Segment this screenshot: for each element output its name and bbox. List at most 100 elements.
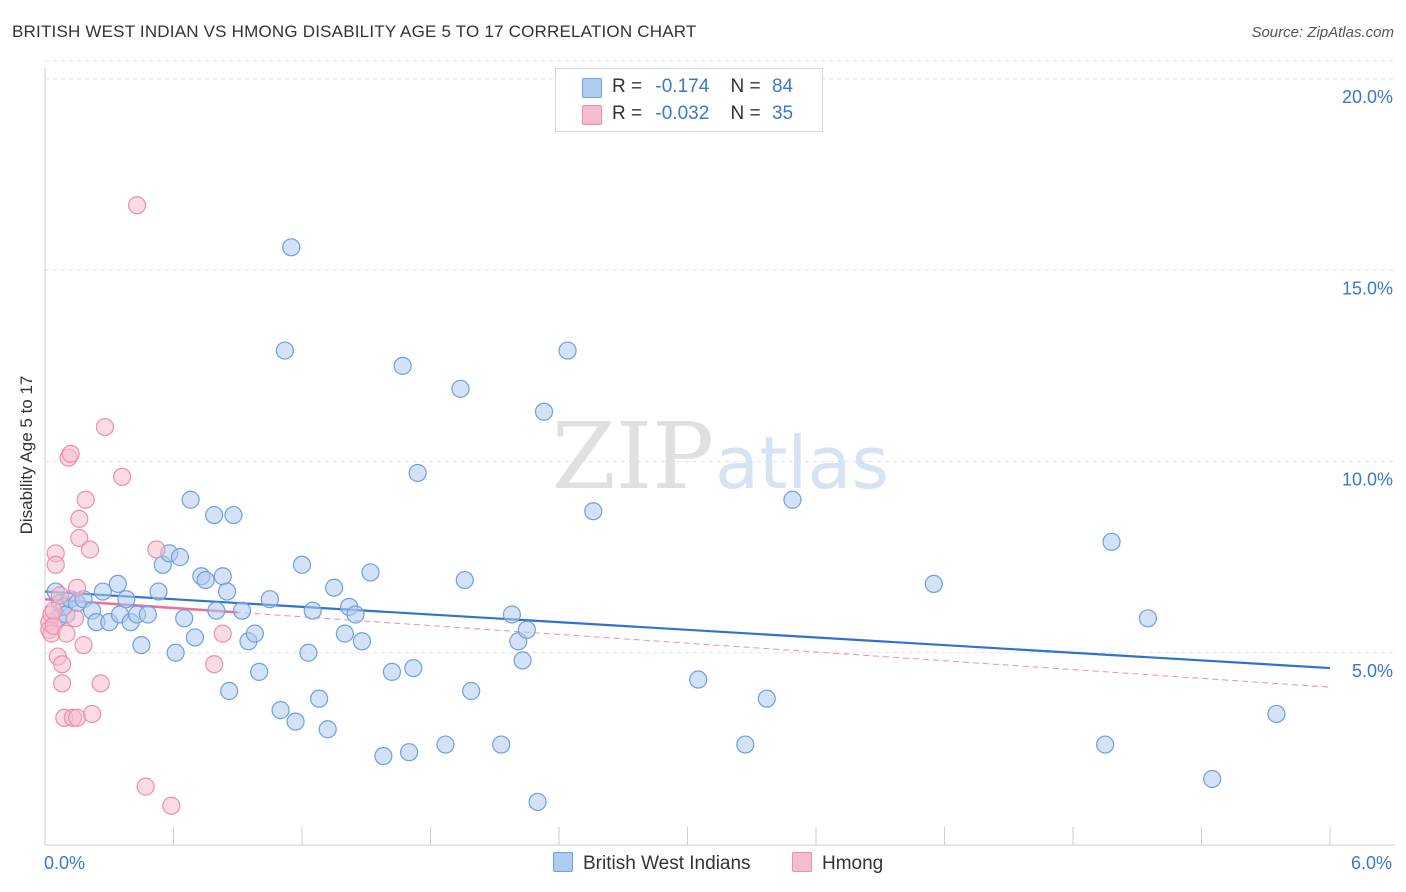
bottom-legend-label-pink: Hmong: [822, 853, 884, 874]
point-british-west-indians: [325, 578, 344, 597]
y-tick-labels: 5.0% 10.0% 15.0% 20.0%: [1342, 87, 1393, 681]
point-british-west-indians: [346, 605, 365, 624]
point-hmong: [162, 796, 181, 815]
point-hmong: [76, 490, 95, 509]
x-tick-label-max: 6.0%: [1350, 853, 1392, 873]
point-hmong: [46, 555, 65, 574]
source-credit: Source: ZipAtlas.com: [1251, 24, 1394, 41]
point-british-west-indians: [1267, 704, 1286, 724]
point-british-west-indians: [149, 582, 168, 601]
point-british-west-indians: [138, 605, 157, 624]
point-british-west-indians: [492, 735, 511, 754]
point-hmong: [53, 674, 72, 693]
point-british-west-indians: [783, 490, 802, 509]
bottom-legend-british-west-indians: British West Indians: [553, 852, 751, 875]
point-hmong: [57, 624, 76, 643]
point-british-west-indians: [205, 505, 224, 525]
point-british-west-indians: [232, 601, 252, 620]
point-hmong: [147, 540, 166, 559]
point-hmong: [112, 467, 132, 486]
point-hmong: [74, 635, 93, 655]
point-british-west-indians: [303, 601, 322, 620]
point-hmong: [53, 655, 72, 674]
point-british-west-indians: [393, 356, 412, 375]
x-tick-label-min: 0.0%: [44, 853, 86, 873]
point-british-west-indians: [1203, 769, 1222, 789]
point-british-west-indians: [196, 570, 215, 590]
point-british-west-indians: [689, 670, 708, 689]
legend-r-label: R =: [612, 103, 643, 124]
point-british-west-indians: [736, 735, 755, 754]
point-british-west-indians: [558, 341, 577, 360]
point-british-west-indians: [1096, 735, 1115, 754]
legend-n-value: 84: [771, 76, 794, 97]
correlation-legend: R = -0.174 N = 84 R = -0.032 N = 35: [555, 68, 823, 132]
chart-title: BRITISH WEST INDIAN VS HMONG DISABILITY …: [12, 22, 697, 41]
point-british-west-indians: [185, 628, 205, 647]
point-british-west-indians: [310, 689, 329, 708]
point-british-west-indians: [534, 402, 554, 421]
point-hmong: [61, 444, 80, 463]
trend-line-hmong-dashed: [44, 598, 1331, 688]
point-british-west-indians: [166, 643, 185, 662]
point-hmong: [136, 777, 155, 796]
bottom-legend-swatch-blue: [553, 852, 573, 872]
point-hmong: [205, 655, 224, 674]
legend-r-label: R =: [612, 76, 643, 97]
point-british-west-indians: [528, 792, 547, 812]
point-british-west-indians: [1102, 532, 1121, 551]
point-british-west-indians: [282, 238, 301, 257]
y-tick-label-10: 10.0%: [1342, 470, 1393, 490]
point-british-west-indians: [175, 609, 194, 628]
point-british-west-indians: [260, 590, 279, 609]
legend-r-value: -0.032: [655, 103, 710, 124]
point-british-west-indians: [335, 624, 354, 643]
point-hmong: [68, 578, 87, 597]
legend-n-label: N =: [730, 103, 761, 124]
point-british-west-indians: [93, 582, 112, 601]
y-tick-label-15: 15.0%: [1342, 278, 1393, 298]
bottom-legend-hmong: Hmong: [792, 852, 883, 875]
data-points: [40, 196, 1286, 815]
point-british-west-indians: [245, 624, 264, 643]
y-tick-label-5: 5.0%: [1352, 661, 1393, 681]
point-british-west-indians: [408, 463, 427, 483]
axes: [44, 68, 1395, 846]
bottom-legend-swatch-pink: [792, 852, 812, 872]
point-british-west-indians: [513, 651, 532, 670]
point-british-west-indians: [292, 555, 312, 574]
point-british-west-indians: [352, 632, 372, 651]
point-hmong: [127, 196, 147, 215]
bottom-legend-label-blue: British West Indians: [583, 853, 751, 874]
point-british-west-indians: [502, 605, 521, 624]
point-british-west-indians: [108, 574, 127, 594]
point-british-west-indians: [455, 570, 474, 590]
point-british-west-indians: [117, 590, 136, 609]
point-hmong: [70, 528, 89, 548]
point-hmong: [80, 540, 100, 559]
point-hmong: [70, 509, 89, 528]
legend-n-value: 35: [771, 103, 794, 124]
point-british-west-indians: [181, 490, 200, 509]
point-british-west-indians: [220, 681, 239, 701]
point-hmong: [213, 624, 232, 643]
point-hmong: [95, 417, 115, 437]
point-hmong: [44, 601, 63, 620]
trend-line-british-west-indians: [44, 590, 1331, 670]
point-british-west-indians: [584, 502, 603, 521]
point-hmong: [65, 609, 85, 628]
point-british-west-indians: [517, 620, 536, 639]
gridlines: [45, 60, 1395, 654]
point-british-west-indians: [299, 643, 318, 662]
point-british-west-indians: [250, 662, 269, 681]
watermark: ZIP atlas: [552, 403, 889, 510]
point-british-west-indians: [224, 505, 243, 525]
point-british-west-indians: [217, 582, 237, 601]
point-british-west-indians: [170, 548, 190, 567]
watermark-atlas: atlas: [715, 421, 889, 505]
point-british-west-indians: [271, 701, 290, 720]
legend-swatch-blue: [582, 78, 602, 98]
point-british-west-indians: [399, 743, 419, 762]
point-hmong: [83, 704, 102, 724]
